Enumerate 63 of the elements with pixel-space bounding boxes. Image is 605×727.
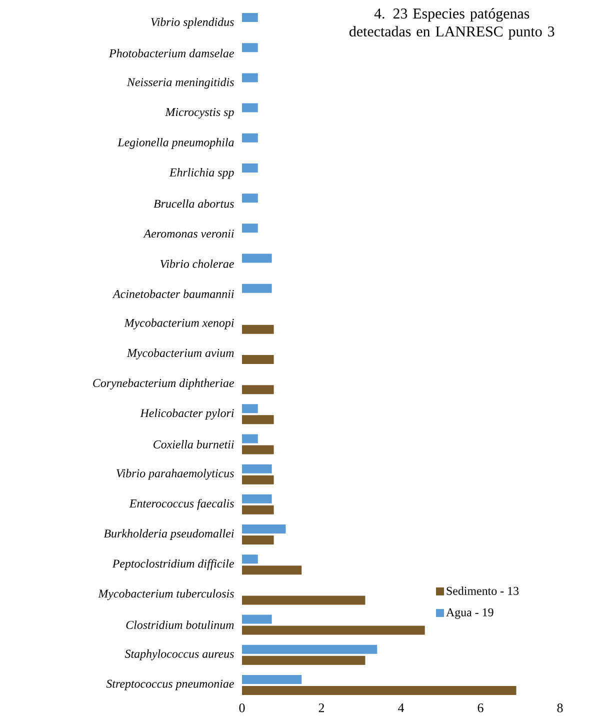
y-tick-label: Vibrio parahaemolyticus <box>116 468 234 480</box>
bar <box>242 626 425 635</box>
bar <box>242 674 302 684</box>
x-tick-label: 2 <box>318 704 324 712</box>
y-tick-label: Aeromonas veronii <box>143 230 234 238</box>
bar <box>242 656 366 665</box>
bar <box>242 434 258 444</box>
bar <box>242 644 378 654</box>
text: 4. 23 Especies patógenas detectadas en LANRESC punto 3 <box>350 8 554 40</box>
bar <box>242 163 258 172</box>
y-tick-label: Staphylococcus aureus <box>124 649 234 660</box>
bar <box>242 475 274 484</box>
bar <box>242 524 286 534</box>
y-tick-label: Photobacterium damselae <box>108 48 234 58</box>
x-tick-label: 8 <box>557 704 563 712</box>
bar <box>242 133 258 142</box>
bar <box>242 536 274 545</box>
bar <box>242 505 274 514</box>
y-tick-label: Coxiella burnetii <box>154 440 234 448</box>
y-tick-label: Acinetobacter baumannii <box>112 290 234 298</box>
bar <box>242 354 274 364</box>
bar <box>242 464 272 474</box>
bar <box>242 596 366 605</box>
bar <box>242 43 258 52</box>
y-tick-label: Streptococcus pneumoniae <box>106 680 234 690</box>
bar <box>242 554 258 564</box>
y-tick-label: Brucella abortus <box>154 199 234 208</box>
bar <box>242 73 258 82</box>
bar <box>242 415 274 424</box>
y-tick-label: Neisseria meningitidis <box>126 78 234 89</box>
bar <box>242 224 258 233</box>
x-tick-label: 4 <box>398 704 404 712</box>
bar <box>242 194 258 203</box>
y-tick-label: Helicobacter pylori <box>140 408 234 420</box>
bar <box>242 686 516 695</box>
x-tick-label: 6 <box>478 704 484 712</box>
bar <box>242 445 274 454</box>
x-tick-label: 0 <box>239 704 245 712</box>
y-tick-label: Mycobacterium avium <box>126 348 234 360</box>
legend-label: Agua - 19 <box>446 608 494 619</box>
y-tick-label: Vibrio splendidus <box>151 18 234 28</box>
y-tick-label: Legionella pneumophila <box>118 138 234 149</box>
bar <box>242 13 258 22</box>
y-tick-label: Microcystis sp <box>165 108 234 119</box>
y-tick-label: Peptoclostridium difficile <box>112 559 234 570</box>
legend-label: Sedimento - 13 <box>446 586 519 595</box>
bar <box>242 385 274 394</box>
bar <box>242 614 272 624</box>
bar <box>242 254 272 263</box>
bar <box>242 494 272 504</box>
bar <box>242 284 272 293</box>
y-tick-label: Burkholderia pseudomallei <box>104 529 234 540</box>
y-tick-label: Clostridium botulinum <box>126 620 234 629</box>
bar <box>242 324 274 334</box>
bar <box>242 566 302 575</box>
y-tick-label: Corynebacterium diphtheriae <box>93 378 234 390</box>
bar <box>242 103 258 112</box>
y-tick-label: Enterococcus faecalis <box>129 498 234 510</box>
y-tick-label: Mycobacterium xenopi <box>124 318 234 330</box>
y-tick-label: Ehrlichia spp <box>169 168 234 179</box>
y-tick-label: Mycobacterium tuberculosis <box>98 589 234 600</box>
bar <box>242 404 258 414</box>
y-tick-label: Vibrio cholerae <box>160 260 234 268</box>
